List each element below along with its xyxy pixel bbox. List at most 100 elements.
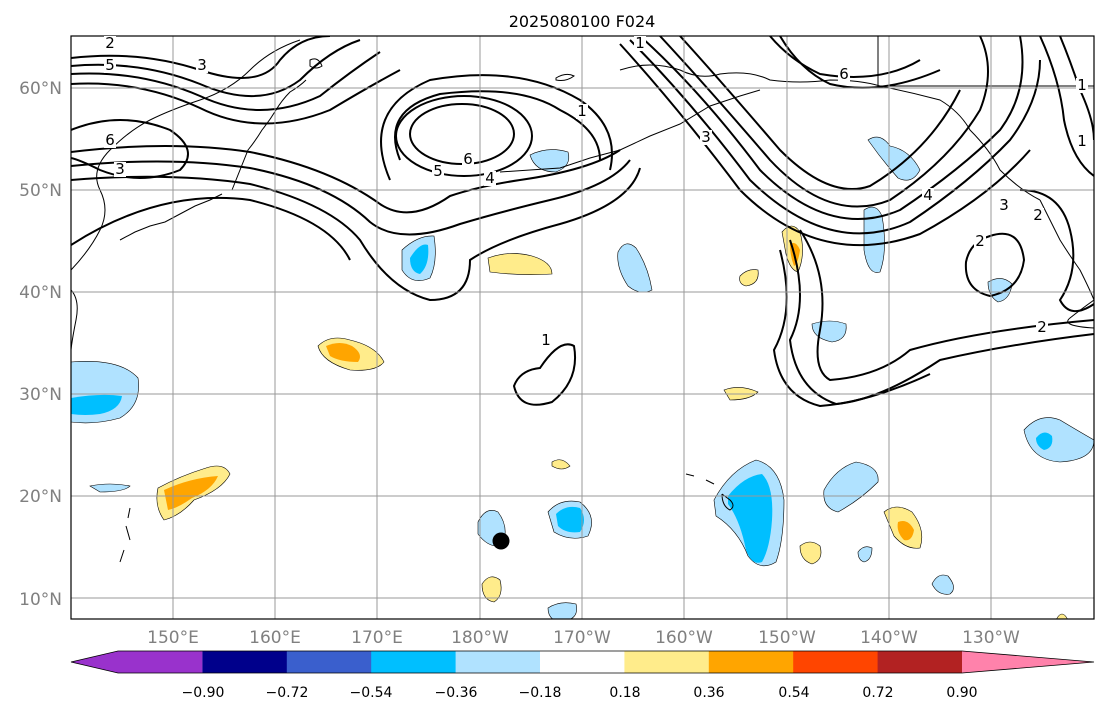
shade-cyan-region	[71, 394, 122, 415]
colorbar-segment	[793, 651, 879, 673]
lat-tick-label: 10°N	[19, 590, 62, 610]
colorbar-tick-label: 0.18	[609, 685, 640, 701]
shade-orange-region	[897, 521, 914, 541]
contour-line	[71, 51, 381, 111]
colorbar-tick-label: −0.36	[435, 685, 478, 701]
contour-label-bg	[700, 130, 712, 145]
contour-label-bg	[104, 133, 116, 148]
lat-tick-label: 50°N	[19, 181, 62, 201]
contour-label: 4	[923, 186, 933, 204]
contour-label-bg	[114, 162, 126, 177]
contour-label: 5	[433, 162, 443, 180]
contour-line	[629, 39, 1041, 235]
contour-label: 3	[197, 56, 207, 74]
lon-tick-label: 150°W	[758, 628, 816, 648]
shade-blue-region	[89, 483, 131, 493]
colorbar-outline	[70, 650, 1095, 674]
contour-label: 1	[541, 331, 551, 349]
contour-label-bg	[1032, 208, 1044, 223]
contour-line	[779, 36, 941, 89]
contour-label: 2	[975, 232, 985, 250]
plot-title: 2025080100 F024	[509, 12, 656, 31]
colorbar-tick-label: −0.90	[182, 685, 225, 701]
contour-label: 2	[1037, 318, 1047, 336]
contour-line	[71, 167, 641, 302]
shaded-field-negative	[71, 136, 1094, 619]
coastline-alaska	[619, 64, 1041, 201]
contour-line	[679, 36, 961, 190]
lon-tick-label: 170°E	[351, 628, 403, 648]
contour-label: 4	[485, 169, 495, 187]
lat-tick-label: 60°N	[19, 79, 62, 99]
contour-label: 5	[105, 56, 115, 74]
contour-label-bg	[634, 36, 646, 51]
coastline-hawaii	[685, 473, 734, 511]
shade-blue-region	[547, 602, 577, 619]
contour-lines	[71, 36, 1094, 408]
contour-line	[964, 232, 1026, 298]
contour-line	[71, 39, 361, 98]
contour-line	[619, 43, 1031, 247]
contour-label: 1	[577, 102, 587, 120]
contour-label-bg	[104, 58, 116, 73]
contour-label: 3	[701, 128, 711, 146]
lat-tick-label: 30°N	[19, 385, 62, 405]
contour-line	[394, 90, 601, 161]
contour-label: 3	[999, 196, 1009, 214]
map-area	[71, 36, 1094, 619]
shade-blue-region	[617, 243, 653, 293]
contour-line	[71, 145, 621, 214]
contour-label: 3	[115, 160, 125, 178]
colorbar-tick-label: 0.36	[693, 685, 724, 701]
contour-label-bg	[922, 188, 934, 203]
lon-axis: 150°E 160°E 170°E 180°W 170°W 160°W 150°…	[147, 628, 1020, 648]
map-frame	[70, 35, 1095, 620]
shade-blue-region	[867, 136, 921, 181]
contour-label-bg	[462, 152, 474, 167]
colorbar-segment	[540, 651, 625, 673]
shade-blue-region	[811, 320, 847, 343]
colorbar-tick-label: 0.54	[778, 685, 809, 701]
contour-line	[71, 119, 189, 179]
shade-blue-region	[823, 461, 879, 513]
colorbar-segment	[708, 651, 794, 673]
lon-tick-label: 170°W	[553, 628, 611, 648]
lat-axis: 60°N 50°N 40°N 30°N 20°N 10°N	[19, 79, 62, 610]
contour-label: 1	[1077, 132, 1087, 150]
coastlines	[71, 36, 1094, 563]
coastline-kuril	[119, 193, 223, 241]
contour-line	[1019, 189, 1094, 312]
colorbar-extend-min	[71, 651, 203, 673]
colorbar-tick-label: 0.72	[862, 685, 893, 701]
shade-orange-region	[326, 343, 360, 362]
colorbar-segment	[877, 651, 963, 673]
shade-blue-region	[529, 149, 570, 173]
contour-label-bg	[1076, 78, 1088, 93]
storm-center-marker	[492, 532, 510, 550]
coastline-alaska-border	[877, 36, 1094, 87]
shade-blue-region	[863, 206, 885, 273]
gridlines	[71, 36, 1094, 619]
contour-label-bg	[104, 36, 116, 51]
contour-label-bg	[540, 333, 552, 348]
colorbar	[70, 650, 1095, 674]
shade-yellow-region	[1056, 613, 1068, 619]
contour-label: 2	[1033, 206, 1043, 224]
contour-line	[1039, 36, 1094, 177]
lon-tick-label: 180°W	[451, 628, 509, 648]
colorbar-tick-label: −0.54	[350, 685, 393, 701]
contour-label: 6	[463, 150, 473, 168]
coastline-asia	[71, 39, 301, 271]
coastline-island	[555, 73, 575, 81]
coastline-usa	[1067, 299, 1094, 329]
shade-blue-region	[1023, 417, 1094, 463]
contour-line	[71, 36, 331, 79]
coastline-canada	[1039, 199, 1094, 301]
contour-line	[71, 196, 351, 261]
contour-label-bg	[1076, 134, 1088, 149]
colorbar-tick-label: −0.72	[266, 685, 309, 701]
contour-line	[769, 36, 921, 78]
contour-label-bg	[998, 198, 1010, 213]
